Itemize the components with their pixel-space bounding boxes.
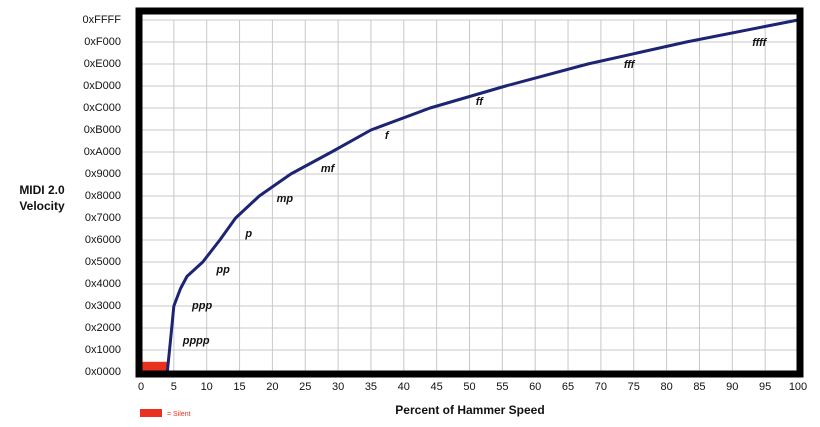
x-tick-label: 70 (595, 381, 607, 393)
dynamic-label: ff (476, 96, 484, 108)
x-tick-label: 95 (759, 381, 771, 393)
x-tick-label: 25 (299, 381, 311, 393)
x-tick-label: 50 (463, 381, 475, 393)
y-tick-label: 0x2000 (85, 322, 121, 334)
x-tick-label: 5 (171, 381, 177, 393)
x-tick-label: 20 (266, 381, 278, 393)
dynamic-label: mf (321, 163, 336, 175)
y-tick-label: 0x7000 (85, 212, 121, 224)
x-tick-label: 65 (562, 381, 574, 393)
y-tick-label: 0xC000 (83, 102, 121, 114)
y-tick-label: 0x5000 (85, 256, 121, 268)
y-tick-label: 0xF000 (84, 36, 121, 48)
curve (165, 18, 799, 373)
y-tick-label: 0xE000 (84, 58, 121, 70)
y-tick-label: 0x3000 (85, 300, 121, 312)
dynamic-label: ppp (191, 300, 212, 312)
x-tick-label: 40 (398, 381, 410, 393)
dynamic-label: fff (624, 59, 636, 71)
x-tick-label: 75 (628, 381, 640, 393)
x-tick-label: 30 (332, 381, 344, 393)
y-tick-label: 0x6000 (85, 234, 121, 246)
x-tick-label: 90 (726, 381, 738, 393)
dynamic-label: f (385, 130, 390, 142)
y-tick-label: 0x1000 (85, 344, 121, 356)
x-tick-label: 85 (693, 381, 705, 393)
y-tick-label: 0xD000 (83, 80, 121, 92)
dynamic-label: pppp (182, 335, 210, 347)
y-axis-label: MIDI 2.0 (19, 183, 65, 197)
dynamic-label: mp (277, 193, 294, 205)
x-tick-label: 55 (496, 381, 508, 393)
y-tick-label: 0x8000 (85, 190, 121, 202)
dynamic-label: p (244, 228, 252, 240)
x-tick-label: 60 (529, 381, 541, 393)
plot-frame (135, 7, 804, 378)
legend-label: = Silent (167, 411, 191, 418)
x-tick-label: 15 (233, 381, 245, 393)
x-axis-label: Percent of Hammer Speed (395, 403, 544, 417)
y-tick-label: 0x9000 (85, 168, 121, 180)
y-axis-label: Velocity (19, 199, 65, 213)
x-tick-label: 45 (431, 381, 443, 393)
y-tick-label: 0xFFFF (83, 14, 122, 26)
y-tick-label: 0x4000 (85, 278, 121, 290)
x-tick-label: 10 (201, 381, 213, 393)
silent-region (141, 361, 168, 372)
x-tick-label: 0 (138, 381, 144, 393)
dynamic-label: ffff (752, 37, 767, 49)
x-tick-label: 35 (365, 381, 377, 393)
y-tick-label: 0xB000 (84, 124, 121, 136)
legend-swatch (140, 409, 162, 417)
y-tick-label: 0xA000 (84, 146, 121, 158)
y-tick-label: 0x0000 (85, 366, 121, 378)
x-tick-label: 80 (660, 381, 672, 393)
dynamic-label: pp (215, 264, 230, 276)
x-tick-label: 100 (789, 381, 807, 393)
